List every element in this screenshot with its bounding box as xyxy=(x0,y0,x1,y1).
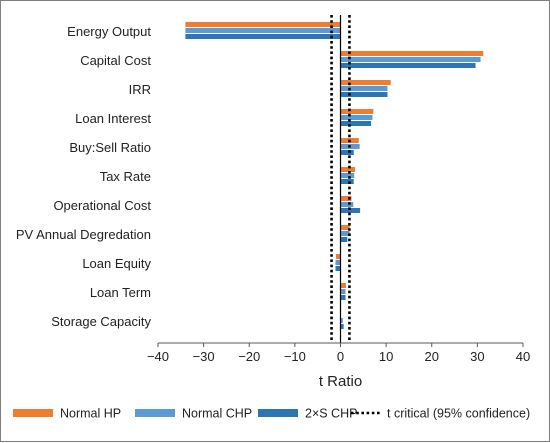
bar-normal-hp-loan-interest xyxy=(340,109,374,114)
x-tick-label: 0 xyxy=(337,349,344,364)
bar-normal-hp-pv-annual-degredation xyxy=(340,225,350,230)
bar-normal-chp-operational-cost xyxy=(340,202,354,207)
legend-label-t-critical: t critical (95% confidence) xyxy=(387,407,530,421)
x-tick-label: 40 xyxy=(516,349,530,364)
x-tick-label: −20 xyxy=(238,349,260,364)
x-tick-label: −40 xyxy=(147,349,169,364)
legend-swatch-normal-hp xyxy=(13,409,53,417)
category-label-irr: IRR xyxy=(129,82,151,97)
bar-2-s-chp-buy-sell-ratio xyxy=(340,150,354,155)
category-label-pv-annual-degredation: PV Annual Degredation xyxy=(16,227,151,242)
bar-2-s-chp-tax-rate xyxy=(340,179,354,184)
bar-normal-chp-capital-cost xyxy=(340,57,481,62)
x-tick-label: 20 xyxy=(425,349,439,364)
legend-swatch-normal-chp xyxy=(135,409,175,417)
bar-2-s-chp-operational-cost xyxy=(340,208,361,213)
bars-layer xyxy=(185,22,484,329)
bar-normal-hp-capital-cost xyxy=(340,51,484,56)
bar-2-s-chp-irr xyxy=(340,92,388,97)
category-label-buy-sell-ratio: Buy:Sell Ratio xyxy=(69,140,151,155)
category-label-storage-capacity: Storage Capacity xyxy=(51,314,151,329)
bar-2-s-chp-pv-annual-degredation xyxy=(340,237,348,242)
category-label-loan-term: Loan Term xyxy=(90,285,151,300)
category-label-loan-interest: Loan Interest xyxy=(75,111,151,126)
category-label-loan-equity: Loan Equity xyxy=(82,256,151,271)
bar-normal-chp-tax-rate xyxy=(340,173,355,178)
bar-normal-hp-tax-rate xyxy=(340,167,356,172)
bar-2-s-chp-loan-equity xyxy=(335,266,341,271)
bar-normal-chp-pv-annual-degredation xyxy=(340,231,350,236)
x-tick-label: −30 xyxy=(193,349,215,364)
category-label-tax-rate: Tax Rate xyxy=(100,169,151,184)
bar-normal-hp-loan-equity xyxy=(335,254,341,259)
x-axis-title: t Ratio xyxy=(319,373,362,390)
category-labels: Energy Output Capital Cost IRR Loan Interes… xyxy=(16,24,152,329)
bar-2-s-chp-capital-cost xyxy=(340,63,476,68)
legend-swatch-2-s-chp xyxy=(258,409,298,417)
bar-normal-chp-loan-interest xyxy=(340,115,373,120)
category-label-energy-output: Energy Output xyxy=(67,24,151,39)
bar-normal-chp-loan-equity xyxy=(335,260,341,265)
x-tick-label: 10 xyxy=(379,349,393,364)
bar-normal-hp-irr xyxy=(340,80,391,85)
x-axis: −40 −30 −20 −10 0 10 20 30 40 xyxy=(147,342,530,364)
legend-label-normal-chp: Normal CHP xyxy=(182,407,252,421)
bar-normal-chp-irr xyxy=(340,86,388,91)
category-label-operational-cost: Operational Cost xyxy=(53,198,151,213)
bar-2-s-chp-energy-output xyxy=(185,34,341,39)
legend: Normal HP Normal CHP 2×S CHP t critical (95… xyxy=(13,407,530,421)
bar-normal-chp-storage-capacity xyxy=(340,318,343,323)
legend-label-normal-hp: Normal HP xyxy=(60,407,121,421)
x-tick-label: −10 xyxy=(284,349,306,364)
category-label-capital-cost: Capital Cost xyxy=(80,53,151,68)
bar-2-s-chp-storage-capacity xyxy=(340,324,344,329)
bar-normal-hp-loan-term xyxy=(340,283,346,288)
bar-normal-chp-loan-term xyxy=(340,289,346,294)
x-tick-label: 30 xyxy=(470,349,484,364)
bar-2-s-chp-loan-interest xyxy=(340,121,372,126)
bar-normal-hp-operational-cost xyxy=(340,196,352,201)
bar-normal-chp-energy-output xyxy=(185,28,341,33)
bar-2-s-chp-loan-term xyxy=(340,295,346,300)
bar-normal-hp-energy-output xyxy=(185,22,341,27)
legend-label-2-s-chp: 2×S CHP xyxy=(305,407,357,421)
